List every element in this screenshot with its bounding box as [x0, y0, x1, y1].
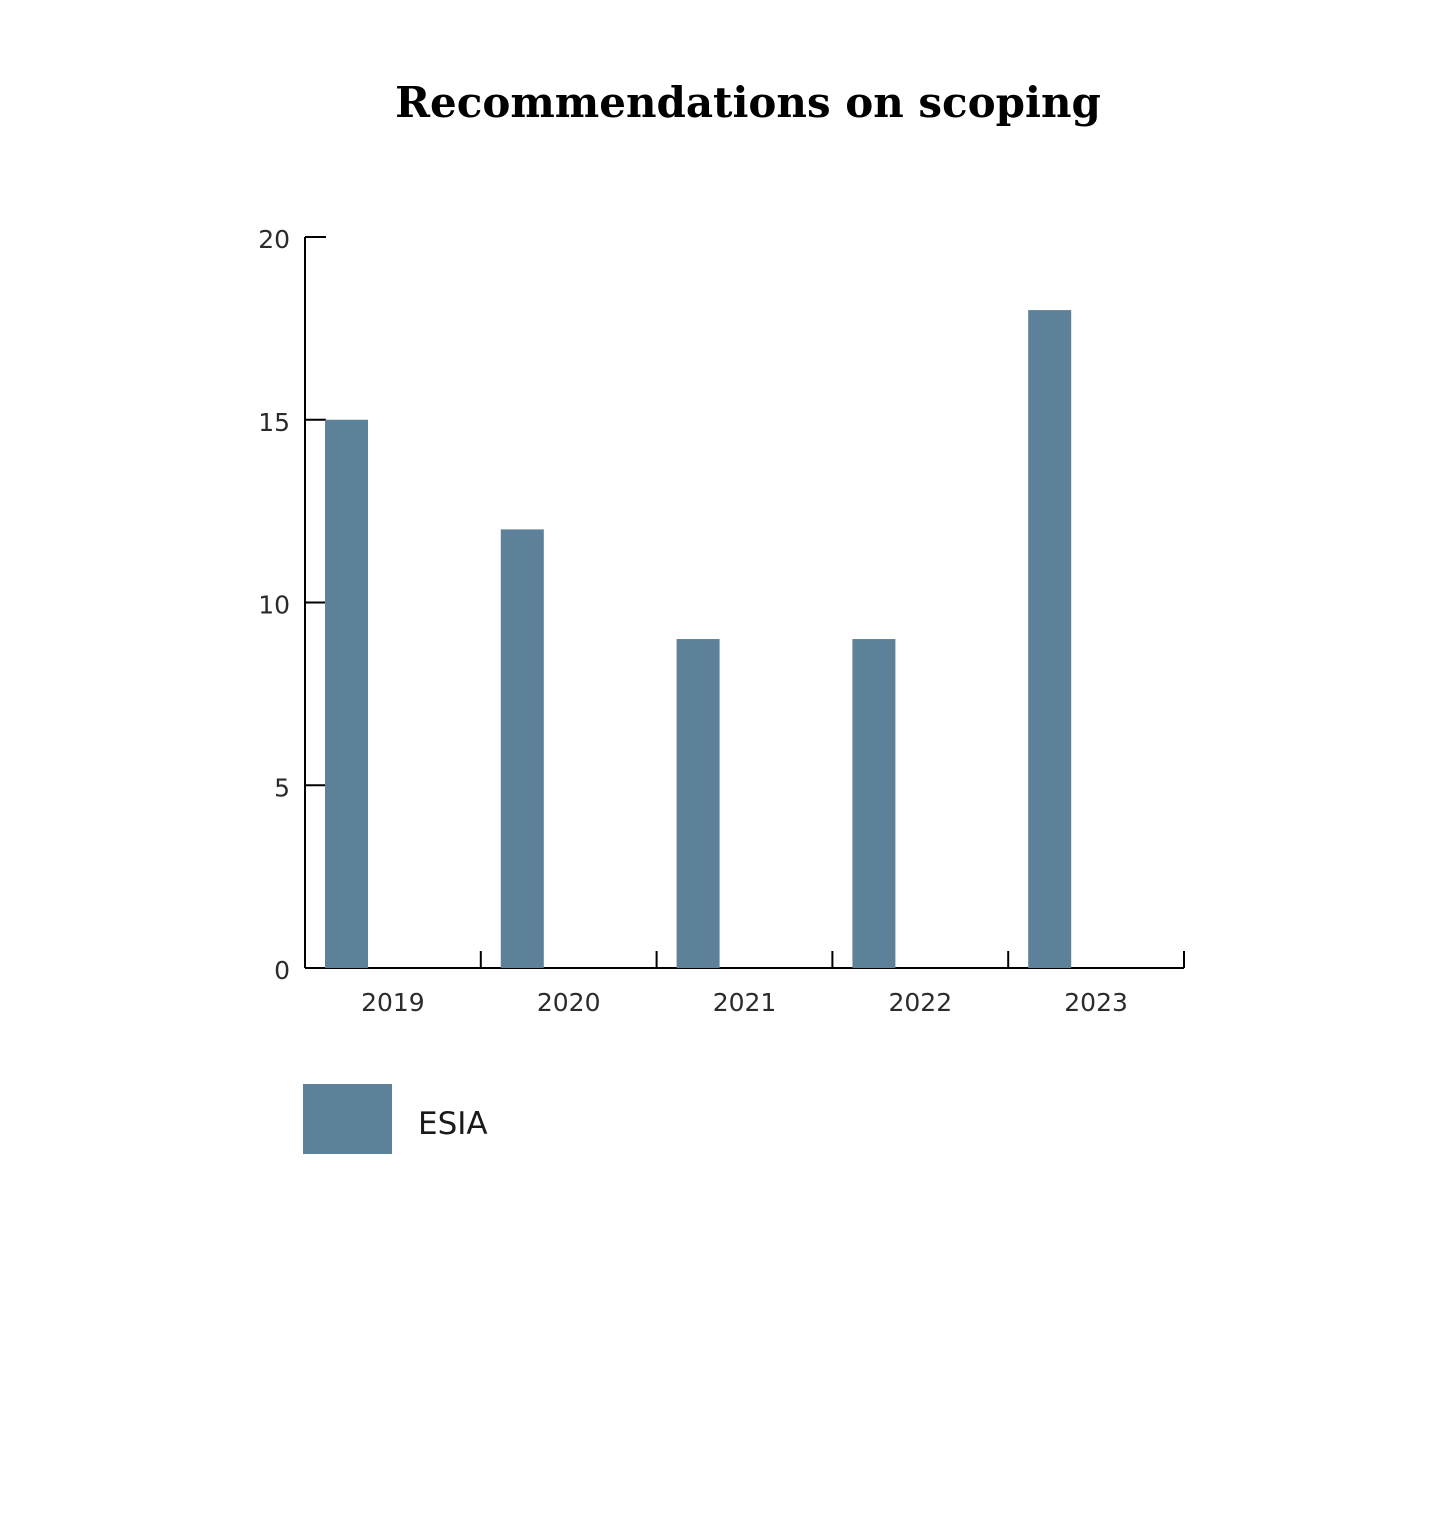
bars — [325, 310, 1072, 969]
bar-2021 — [676, 639, 720, 968]
bar-2019 — [325, 419, 368, 968]
bar-2023 — [1028, 310, 1072, 969]
bar-2022 — [852, 639, 896, 968]
y-tick-label: 15 — [258, 408, 290, 437]
x-tick-label: 2020 — [537, 988, 601, 1017]
chart-title: Recommendations on scoping — [395, 78, 1101, 127]
x-tick-label: 2019 — [361, 988, 425, 1017]
y-axis: 0 5 10 15 20 — [258, 225, 326, 985]
x-tick-label: 2023 — [1064, 988, 1128, 1017]
y-tick-label: 5 — [274, 773, 290, 802]
x-tick-label: 2022 — [888, 988, 952, 1017]
bar-2020 — [500, 529, 544, 968]
y-tick-label: 0 — [274, 956, 290, 985]
legend: ESIA — [303, 1084, 488, 1154]
y-tick-label: 20 — [258, 225, 290, 254]
x-tick-label: 2021 — [713, 988, 777, 1017]
y-tick-label: 10 — [258, 591, 290, 620]
legend-swatch — [303, 1084, 392, 1154]
legend-label: ESIA — [418, 1106, 488, 1142]
